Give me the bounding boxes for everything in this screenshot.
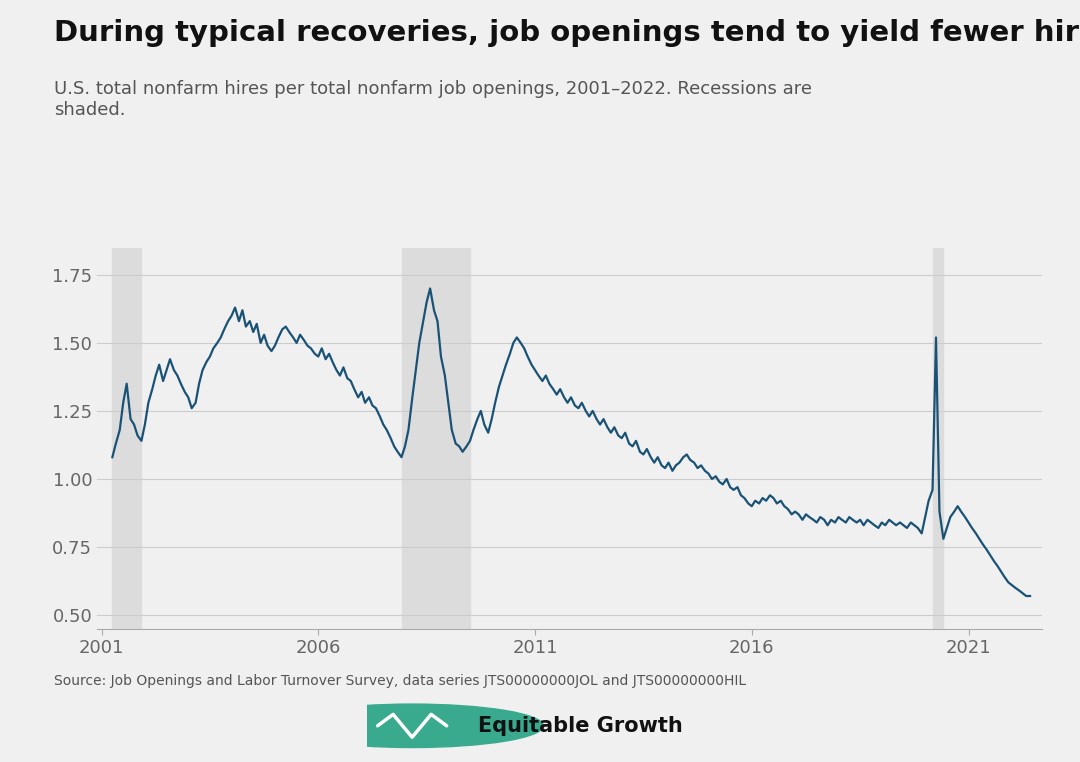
Text: U.S. total nonfarm hires per total nonfarm job openings, 2001–2022. Recessions a: U.S. total nonfarm hires per total nonfa… [54,80,812,119]
Bar [402,248,470,629]
Bar [932,248,943,629]
Text: During typical recoveries, job openings tend to yield fewer hires: During typical recoveries, job openings … [54,19,1080,47]
Text: Source: Job Openings and Labor Turnover Survey, data series JTS00000000JOL and J: Source: Job Openings and Labor Turnover … [54,674,746,688]
Circle shape [281,704,543,748]
Bar [112,248,141,629]
Text: Equitable Growth: Equitable Growth [477,716,683,736]
